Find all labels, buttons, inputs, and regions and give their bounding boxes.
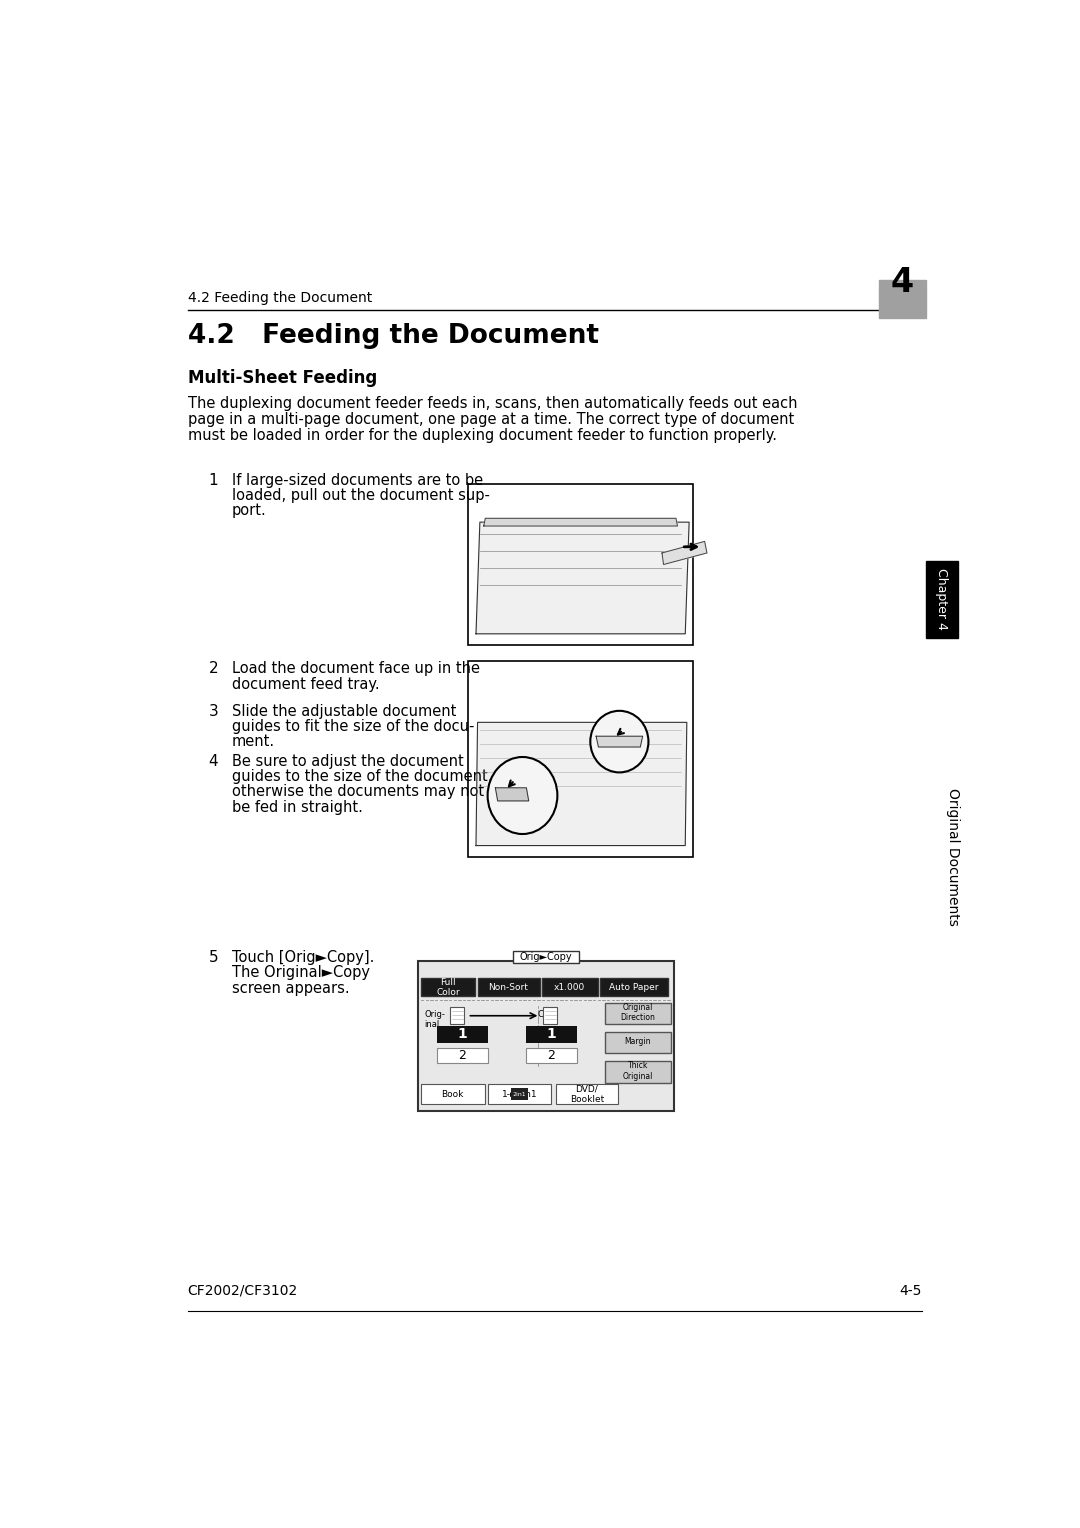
Bar [450,1007,464,1024]
Text: Be sure to adjust the document: Be sure to adjust the document [232,753,463,769]
Bar [513,950,579,963]
Bar [606,1031,671,1053]
Text: 4.2   Feeding the Document: 4.2 Feeding the Document [188,322,598,348]
Text: ment.: ment. [232,735,275,749]
Text: port.: port. [232,503,267,518]
Text: Copy: Copy [538,1010,559,1019]
Text: 2: 2 [548,1050,555,1062]
Text: 5: 5 [208,950,218,964]
Bar [526,1025,577,1042]
Bar [879,280,926,318]
Text: 2: 2 [458,1050,465,1062]
Text: The duplexing document feeder feeds in, scans, then automatically feeds out each: The duplexing document feeder feeds in, … [188,396,797,411]
Text: 1: 1 [546,1027,556,1041]
Bar [421,1085,485,1105]
Text: 3: 3 [208,703,218,718]
Text: Touch [Orig►Copy].: Touch [Orig►Copy]. [232,950,375,964]
Bar [418,961,674,1111]
Ellipse shape [591,711,648,773]
Text: Multi-Sheet Feeding: Multi-Sheet Feeding [188,370,377,388]
Text: Original Documents: Original Documents [946,788,960,926]
Bar [926,561,958,637]
Polygon shape [484,518,677,526]
Text: 2: 2 [208,662,218,677]
Text: 4: 4 [208,753,218,769]
Text: Thick
Original: Thick Original [623,1062,653,1080]
Bar [542,978,597,996]
Bar [477,978,540,996]
Bar [606,1060,671,1083]
Bar [488,1085,551,1105]
Bar [556,1085,618,1105]
Bar [543,1007,557,1024]
Text: 1: 1 [457,1027,467,1041]
Polygon shape [496,788,529,801]
Bar [469,660,693,857]
Text: 4: 4 [891,266,914,299]
Polygon shape [476,723,687,845]
Text: 4.2 Feeding the Document: 4.2 Feeding the Document [188,290,372,306]
Text: Margin: Margin [624,1038,651,1047]
Text: guides to fit the size of the docu-: guides to fit the size of the docu- [232,718,474,733]
Text: screen appears.: screen appears. [232,981,350,996]
Text: Original
Direction: Original Direction [621,1002,656,1022]
Text: Auto Paper: Auto Paper [609,983,659,992]
Polygon shape [476,523,689,634]
Text: Book: Book [442,1089,464,1099]
Polygon shape [596,736,643,747]
Text: be fed in straight.: be fed in straight. [232,799,363,814]
Text: 4-5: 4-5 [900,1284,921,1297]
Text: must be loaded in order for the duplexing document feeder to function properly.: must be loaded in order for the duplexin… [188,428,777,443]
Bar [469,484,693,645]
Bar [421,978,475,996]
Text: 1-►2in1: 1-►2in1 [501,1089,537,1099]
Bar [600,978,669,996]
Text: DVD/
Booklet: DVD/ Booklet [570,1085,604,1103]
Text: Slide the adjustable document: Slide the adjustable document [232,703,456,718]
Bar [526,1048,577,1063]
Text: Full
Color: Full Color [436,978,460,996]
Text: x1.000: x1.000 [554,983,585,992]
Text: CF2002/CF3102: CF2002/CF3102 [188,1284,298,1297]
Text: otherwise the documents may not: otherwise the documents may not [232,784,484,799]
Text: Chapter 4: Chapter 4 [935,568,948,630]
Text: document feed tray.: document feed tray. [232,677,379,692]
Bar [437,1048,488,1063]
Text: Orig-
inal: Orig- inal [424,1010,445,1028]
Text: loaded, pull out the document sup-: loaded, pull out the document sup- [232,487,489,503]
Bar [511,1088,528,1100]
Bar [606,1002,671,1024]
Polygon shape [662,541,707,564]
Bar [437,1025,488,1042]
Text: 2in1: 2in1 [513,1093,526,1097]
Ellipse shape [488,756,557,834]
Text: Load the document face up in the: Load the document face up in the [232,662,480,677]
Text: 1: 1 [208,472,218,487]
Text: Orig►Copy: Orig►Copy [519,952,572,963]
Text: If large-sized documents are to be: If large-sized documents are to be [232,472,483,487]
Text: guides to the size of the document,: guides to the size of the document, [232,769,492,784]
Text: The Original►Copy: The Original►Copy [232,966,369,981]
Text: page in a multi-page document, one page at a time. The correct type of document: page in a multi-page document, one page … [188,411,794,426]
Text: Non-Sort: Non-Sort [488,983,528,992]
